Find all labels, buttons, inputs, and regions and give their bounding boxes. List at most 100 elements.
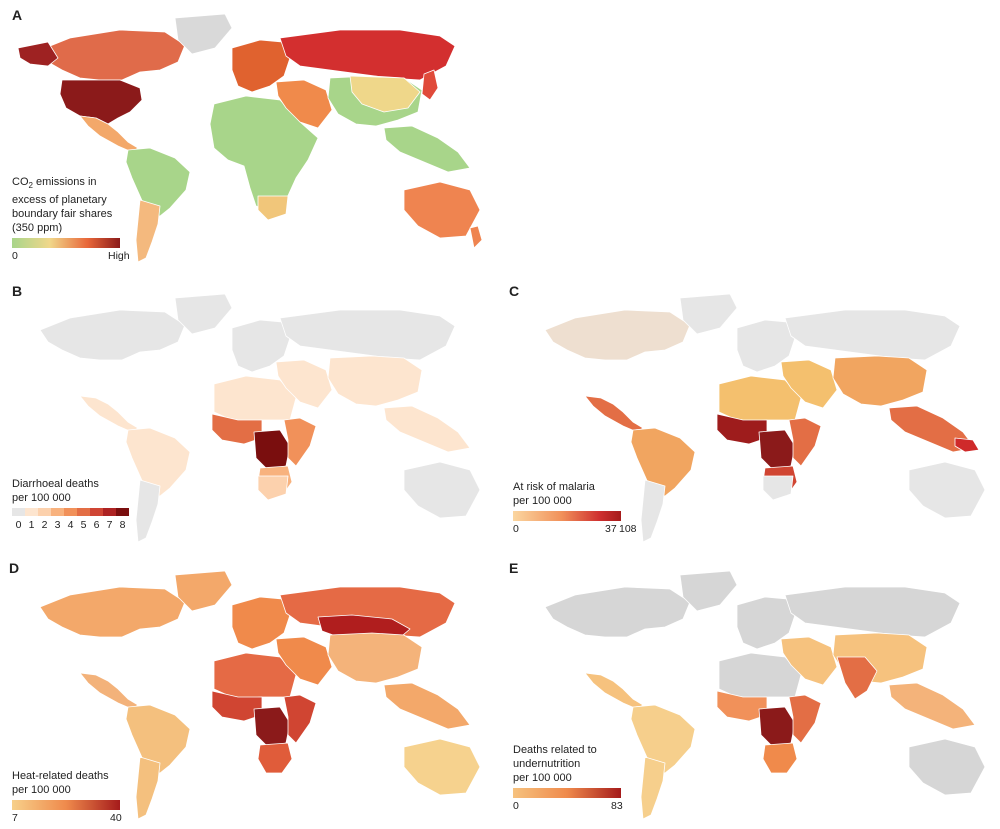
region-russia-b: [279, 309, 456, 361]
legend-swatch-b-7: [103, 508, 116, 516]
region-greenland-b: [174, 293, 233, 335]
region-east-africa-b: [283, 417, 317, 467]
region-central-america-e: [584, 672, 644, 710]
region-middle-east-e: [780, 636, 838, 686]
legend-a: CO2 emissions in excess of planetary bou…: [12, 175, 130, 262]
legend-swatch-b-4: [64, 508, 77, 516]
legend-gradient-a: [12, 238, 120, 249]
legend-ticks-a: 0 High: [12, 248, 132, 263]
legend-min-d: 7: [12, 812, 18, 824]
world-map-d: [39, 570, 481, 820]
legend-c: At risk of malaria per 100 000 0 37 108: [513, 480, 643, 535]
panel-letter-e: E: [509, 560, 519, 576]
legend-title-e-line1: Deaths related to: [513, 744, 597, 756]
world-map-e: [544, 570, 986, 820]
region-europe-a: [231, 39, 291, 93]
region-southern-africa-d: [257, 742, 293, 774]
legend-tick-b-8: 8: [119, 519, 126, 531]
region-middle-east-a: [275, 79, 333, 129]
legend-swatch-b-8: [116, 508, 129, 516]
legend-swatch-b-5: [77, 508, 90, 516]
region-south-africa-a: [257, 195, 289, 221]
region-australia-a: [403, 181, 481, 239]
legend-title-a-rest: emissions in: [32, 176, 97, 188]
legend-title-b-line1: Diarrhoeal deaths: [12, 478, 99, 490]
region-south-asia-e: [836, 656, 878, 700]
panel-letter-c: C: [509, 283, 520, 299]
panel-a: A CO2 emissions in excess of planetary b…: [0, 0, 483, 270]
region-central-africa-d: [253, 706, 291, 748]
legend-ticks-e: 0 83: [513, 798, 638, 812]
region-greenland-d: [174, 570, 233, 612]
region-usa-a: [59, 79, 143, 125]
region-west-africa-b: [211, 413, 263, 445]
legend-title-a-co: CO: [12, 176, 29, 188]
region-east-africa-e: [788, 694, 822, 744]
region-west-africa-c: [716, 413, 768, 445]
legend-ticks-d: 7 40: [12, 810, 137, 824]
region-central-america-b: [79, 395, 139, 433]
legend-title-b: Diarrhoeal deaths per 100 000: [12, 477, 142, 505]
legend-tick-b-2: 2: [41, 519, 48, 531]
legend-min-c: 0: [513, 523, 519, 535]
region-asia-d: [327, 632, 423, 684]
region-europe-d: [231, 596, 291, 650]
region-europe-e: [736, 596, 796, 650]
legend-tick-b-1: 1: [28, 519, 35, 531]
region-australia-b: [403, 461, 481, 519]
region-central-africa-e: [758, 706, 796, 748]
panel-letter-b: B: [12, 283, 23, 299]
legend-max-e: 83: [611, 800, 623, 812]
legend-title-c-line1: At risk of malaria: [513, 481, 595, 493]
legend-gradient-c: [513, 511, 621, 521]
region-central-america-c: [584, 395, 644, 433]
region-australia-c: [908, 461, 986, 519]
world-map-b: [39, 293, 481, 543]
region-north-america-c: [544, 309, 691, 361]
legend-swatches-b: [12, 508, 142, 516]
legend-d: Heat-related deaths per 100 000 7 40: [12, 769, 142, 824]
region-central-america-d: [79, 672, 139, 710]
legend-gradient-e: [513, 788, 621, 798]
region-north-america-d: [39, 586, 186, 638]
legend-title-e: Deaths related to undernutrition per 100…: [513, 743, 643, 785]
world-map-c: [544, 293, 986, 543]
region-central-america-a: [79, 115, 139, 153]
legend-tick-b-3: 3: [54, 519, 61, 531]
region-southern-cone-e: [640, 756, 666, 820]
legend-tick-b-6: 6: [93, 519, 100, 531]
region-west-africa-d: [211, 690, 263, 722]
region-se-asia-e: [888, 682, 976, 730]
region-se-asia-b: [383, 405, 471, 453]
region-southern-cone-d: [135, 756, 161, 820]
region-russia-a: [279, 29, 456, 81]
region-south-africa-b: [257, 475, 289, 501]
region-se-asia-d: [383, 682, 471, 730]
legend-title-b-line2: per 100 000: [12, 492, 71, 504]
region-southern-cone-b: [135, 479, 161, 543]
region-south-america-d: [125, 704, 191, 774]
region-south-america-c: [630, 427, 696, 497]
legend-title-c-line2: per 100 000: [513, 495, 572, 507]
region-australia-d: [403, 738, 481, 796]
world-map-a: [17, 13, 483, 263]
region-china-a: [349, 75, 421, 113]
region-png-c: [954, 437, 980, 453]
region-south-africa-c: [762, 475, 794, 501]
panel-letter-d: D: [9, 560, 20, 576]
region-east-africa-c: [788, 417, 822, 467]
legend-ticks-c: 0 37 108: [513, 521, 643, 535]
legend-title-a-line2: excess of planetary: [12, 194, 107, 207]
region-nz-a: [469, 225, 483, 249]
legend-tick-b-5: 5: [80, 519, 87, 531]
region-southern-cone-c: [640, 479, 666, 543]
legend-swatch-b-3: [51, 508, 64, 516]
legend-swatch-b-0: [12, 508, 25, 516]
legend-min-a: 0: [12, 250, 18, 263]
region-asia-b: [327, 355, 423, 407]
region-middle-east-c: [780, 359, 838, 409]
region-north-america-b: [39, 309, 186, 361]
region-central-africa-b: [253, 429, 291, 471]
